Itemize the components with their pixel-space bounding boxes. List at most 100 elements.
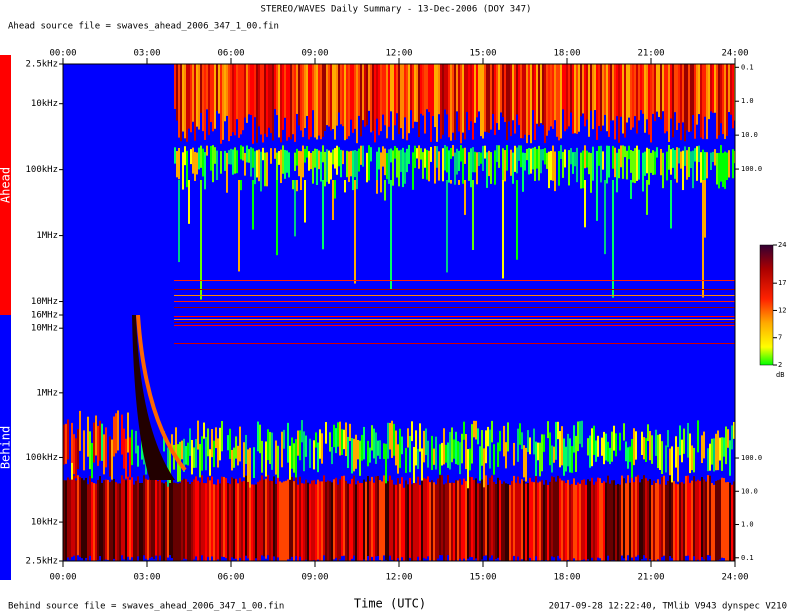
cell — [481, 430, 483, 466]
cell — [378, 147, 380, 170]
cell — [248, 149, 250, 163]
cell — [544, 148, 546, 165]
cell — [343, 429, 345, 450]
cell — [161, 482, 163, 561]
cell — [326, 149, 328, 182]
cell — [646, 147, 648, 174]
cell — [365, 481, 367, 561]
cell — [424, 64, 426, 134]
cell — [698, 145, 700, 163]
cell — [605, 433, 607, 461]
cell — [269, 480, 271, 561]
y2-tick-label: 0.1 — [741, 63, 754, 71]
cell — [452, 64, 454, 133]
cell — [704, 152, 706, 189]
cell — [425, 428, 427, 456]
cell — [202, 64, 204, 132]
cell — [364, 148, 366, 178]
cell — [351, 478, 353, 559]
cell — [551, 445, 553, 473]
cell — [121, 475, 123, 556]
cell — [286, 150, 288, 173]
cell — [516, 64, 518, 115]
cell — [313, 480, 315, 561]
cell — [99, 476, 101, 557]
cell — [683, 483, 685, 561]
cell — [507, 483, 509, 561]
cell — [480, 64, 482, 137]
cell — [460, 145, 462, 162]
cell — [705, 441, 707, 465]
cell — [323, 423, 325, 449]
cell — [400, 149, 402, 172]
cell — [247, 478, 249, 559]
cell — [487, 426, 489, 447]
cell — [541, 480, 543, 561]
cell — [688, 64, 690, 132]
cell — [615, 433, 617, 457]
cell — [487, 484, 489, 561]
cell — [137, 476, 139, 557]
cell — [617, 443, 619, 459]
cell — [650, 152, 652, 173]
cell — [589, 435, 591, 468]
cell — [209, 480, 211, 561]
colorbar-unit: dB — [776, 371, 784, 379]
cell — [229, 483, 231, 561]
cell — [296, 148, 298, 166]
cell — [591, 477, 593, 558]
cell — [214, 64, 216, 129]
cell — [342, 64, 344, 127]
cell — [529, 437, 531, 455]
cell — [589, 481, 591, 561]
cell — [324, 151, 326, 187]
cell — [380, 64, 382, 132]
cell — [482, 64, 484, 139]
cell — [714, 149, 716, 166]
cell — [682, 64, 684, 123]
cell — [649, 430, 651, 461]
cell — [639, 449, 641, 479]
cell — [437, 478, 439, 559]
cell — [101, 482, 103, 561]
cell — [568, 64, 570, 127]
cell — [633, 428, 635, 466]
cell — [194, 64, 196, 141]
cell — [426, 64, 428, 110]
cell — [303, 431, 305, 472]
cell — [488, 150, 490, 177]
cell — [513, 442, 515, 466]
cell — [347, 436, 349, 469]
cell — [528, 147, 530, 175]
cell — [522, 64, 524, 139]
cell — [458, 150, 460, 172]
cell — [355, 484, 357, 561]
cell — [271, 480, 273, 561]
cell — [610, 64, 612, 121]
cell — [684, 64, 686, 142]
cell — [663, 475, 665, 556]
cell — [646, 180, 648, 215]
cell — [259, 480, 261, 561]
cell — [315, 484, 317, 561]
cell — [390, 148, 392, 163]
cell — [275, 483, 277, 561]
cell — [87, 484, 89, 561]
cell — [656, 64, 658, 112]
cell — [644, 64, 646, 133]
y2-tick-label: 100.0 — [741, 454, 762, 462]
cell — [670, 149, 672, 175]
cell — [610, 152, 612, 188]
cell — [663, 435, 665, 471]
cell — [411, 484, 413, 561]
cell — [457, 441, 459, 465]
cell — [724, 151, 726, 189]
cell — [417, 448, 419, 469]
cell — [596, 64, 598, 140]
cell — [585, 444, 587, 474]
cell — [330, 64, 332, 131]
cell — [244, 152, 246, 176]
cell — [121, 414, 123, 455]
cell — [310, 152, 312, 170]
cell — [334, 148, 336, 169]
